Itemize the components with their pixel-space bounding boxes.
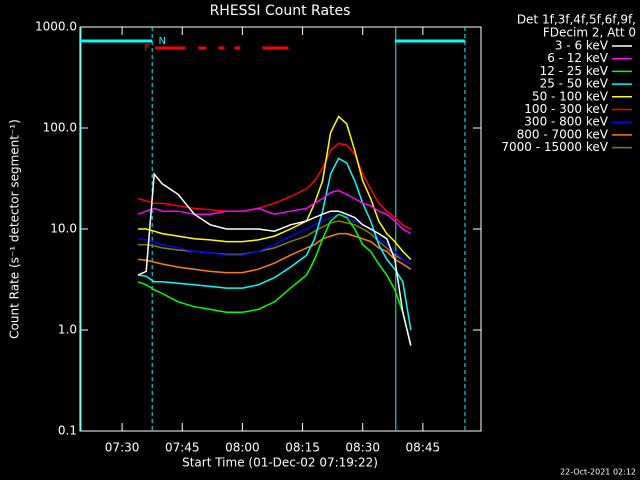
legend-label: 7000 - 15000 keV	[501, 140, 608, 154]
y-tick-label: 1.0	[58, 323, 77, 337]
y-tick-label: 0.1	[58, 424, 77, 438]
x-tick-label: 08:00	[225, 441, 260, 455]
series-line	[138, 232, 412, 274]
series-line	[137, 142, 412, 230]
x-tick-label: 08:15	[285, 441, 320, 455]
legend-label: 800 - 7000 keV	[517, 127, 609, 141]
footer: 22-Oct-2021 02:12	[560, 468, 636, 477]
x-tick-label: 08:30	[345, 441, 380, 455]
legend-label: 50 - 100 keV	[532, 89, 609, 103]
x-tick-label: 08:45	[406, 441, 441, 455]
legend-label: 300 - 800 keV	[524, 115, 608, 129]
series-line	[138, 115, 412, 260]
series-line	[137, 189, 412, 235]
x-tick-label: 07:45	[165, 441, 200, 455]
legend-label: 3 - 6 keV	[555, 39, 609, 53]
legend-header: FDecim 2, Att 0	[543, 26, 636, 40]
legend-label: 6 - 12 keV	[547, 51, 609, 65]
legend-label: 25 - 50 keV	[540, 77, 609, 91]
series-line	[137, 213, 412, 265]
x-tick-label: 07:30	[105, 441, 140, 455]
legend-header: Det 1f,3f,4f,5f,6f,9f,	[517, 13, 636, 27]
flag-label: N	[158, 36, 165, 47]
series-line	[138, 220, 412, 265]
chart-title: RHESSI Count Rates	[210, 3, 351, 19]
series-line	[137, 157, 412, 331]
series-line	[137, 172, 412, 346]
legend-label: 100 - 300 keV	[524, 102, 608, 116]
y-tick-label: 1000.0	[35, 20, 77, 34]
y-tick-label: 100.0	[43, 121, 77, 135]
legend-label: 12 - 25 keV	[540, 64, 609, 78]
flag-label: F	[144, 43, 150, 54]
y-axis-label: Count Rate (s⁻¹ detector segment⁻¹)	[8, 119, 22, 339]
x-axis-label: Start Time (01-Dec-02 07:19:22)	[182, 456, 378, 470]
series-line	[137, 213, 412, 346]
y-tick-label: 10.0	[50, 222, 77, 236]
